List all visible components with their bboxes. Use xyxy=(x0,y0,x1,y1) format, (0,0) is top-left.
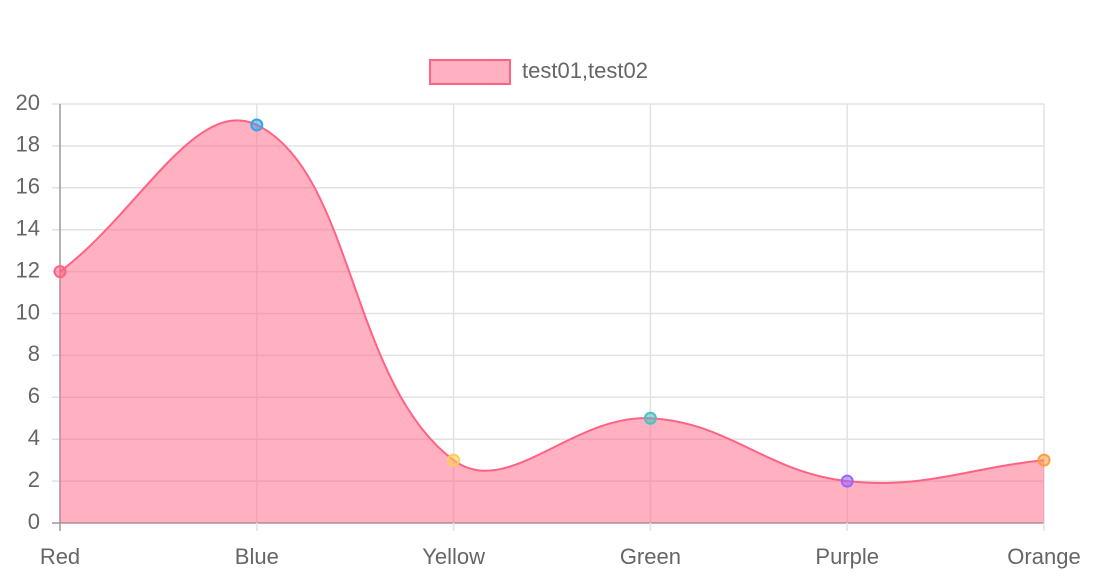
x-tick-label: Blue xyxy=(235,544,279,569)
y-tick-label: 8 xyxy=(28,341,40,366)
y-tick-label: 6 xyxy=(28,383,40,408)
point xyxy=(250,118,264,132)
legend-swatch xyxy=(429,59,511,85)
y-tick-label: 16 xyxy=(16,174,40,199)
x-tick-label: Red xyxy=(40,544,80,569)
point xyxy=(53,265,67,279)
x-tick-label: Orange xyxy=(1007,544,1080,569)
y-tick-label: 18 xyxy=(16,132,40,157)
point xyxy=(643,411,657,425)
area xyxy=(60,120,1044,524)
y-tick-label: 2 xyxy=(28,467,40,492)
y-tick-label: 12 xyxy=(16,257,40,282)
point xyxy=(1037,453,1051,467)
y-tick-label: 14 xyxy=(16,216,40,241)
y-tick-label: 20 xyxy=(16,90,40,115)
x-tick-label: Green xyxy=(620,544,681,569)
y-tick-label: 0 xyxy=(28,509,40,534)
y-tick-label: 10 xyxy=(16,299,40,324)
point xyxy=(447,453,461,467)
x-tick-label: Yellow xyxy=(422,544,485,569)
point xyxy=(840,474,854,488)
x-tick-label: Purple xyxy=(815,544,879,569)
y-tick-label: 4 xyxy=(28,425,40,450)
legend-label: test01,test02 xyxy=(522,58,648,83)
